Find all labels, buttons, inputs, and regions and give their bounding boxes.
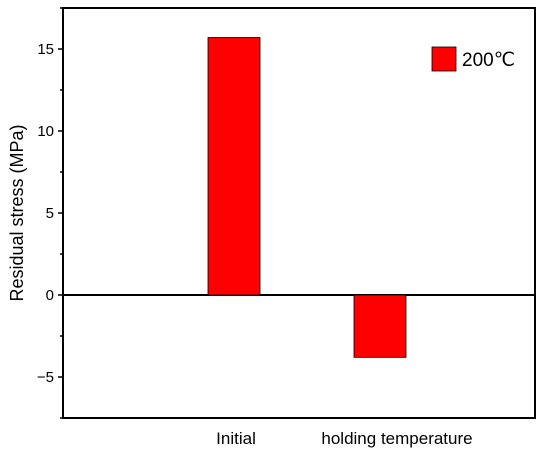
y-tick-label: 5: [46, 205, 54, 222]
y-tick-label: −5: [37, 369, 54, 386]
x-tick-label: holding temperature: [321, 429, 472, 448]
y-ticks-group: −5 0 5 10 15: [37, 7, 63, 419]
bar-holding-temperature: [353, 294, 407, 358]
y-tick-label: 15: [37, 41, 54, 58]
legend-label: 200℃: [462, 50, 515, 71]
bar-initial: [207, 37, 261, 296]
plot-area: −5 0 5 10 15 Initial holding temperature: [37, 7, 536, 448]
legend-swatch: [431, 46, 457, 72]
bars-group: [207, 37, 407, 358]
x-tick-labels-group: Initial holding temperature: [216, 429, 472, 448]
x-tick-label: Initial: [216, 429, 256, 448]
y-tick-label: 10: [37, 123, 54, 140]
y-axis-label: Residual stress (MPa): [7, 124, 27, 301]
y-tick-label: 0: [46, 287, 54, 304]
legend: 200℃: [431, 46, 515, 72]
